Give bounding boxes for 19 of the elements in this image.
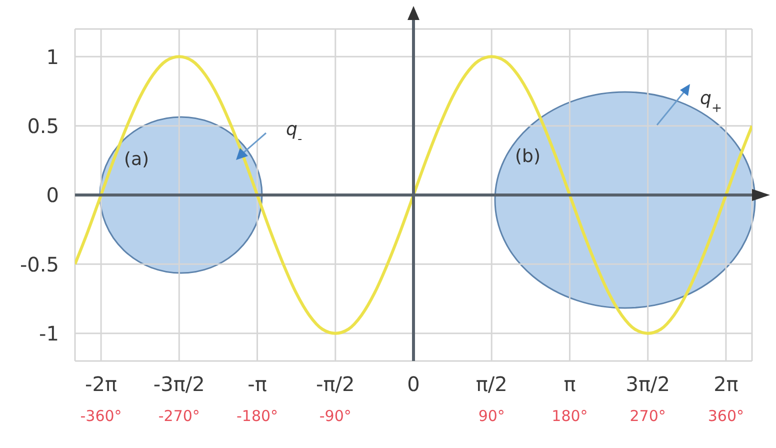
x-tick-label: -2π -360°	[80, 372, 122, 425]
annotation: q$_{+}$	[700, 88, 722, 114]
y-tick-label: -1	[39, 321, 59, 346]
y-tick-label: 1	[46, 44, 59, 69]
x-tick-label: π/2 90°	[476, 372, 508, 425]
x-tick-label: 2π 360°	[708, 372, 744, 425]
annotation: (a)	[124, 149, 150, 170]
x-tick-label: -3π/2 -270°	[153, 372, 205, 425]
x-tick-label: π 180°	[552, 372, 588, 425]
y-tick-label: 0	[46, 183, 59, 208]
line-series	[75, 55, 752, 335]
x-tick-label: 3π/2 270°	[626, 372, 670, 425]
annotation: (b)	[515, 146, 540, 167]
x-tick-label: -π -180°	[236, 372, 278, 425]
y-tick-label: -0.5	[20, 252, 59, 276]
x-tick-label: 0	[407, 372, 420, 396]
y-tick-label: 0.5	[27, 114, 59, 138]
annotation: q$_{-}$	[286, 119, 302, 146]
x-tick-label: -π/2 -90°	[316, 372, 355, 425]
